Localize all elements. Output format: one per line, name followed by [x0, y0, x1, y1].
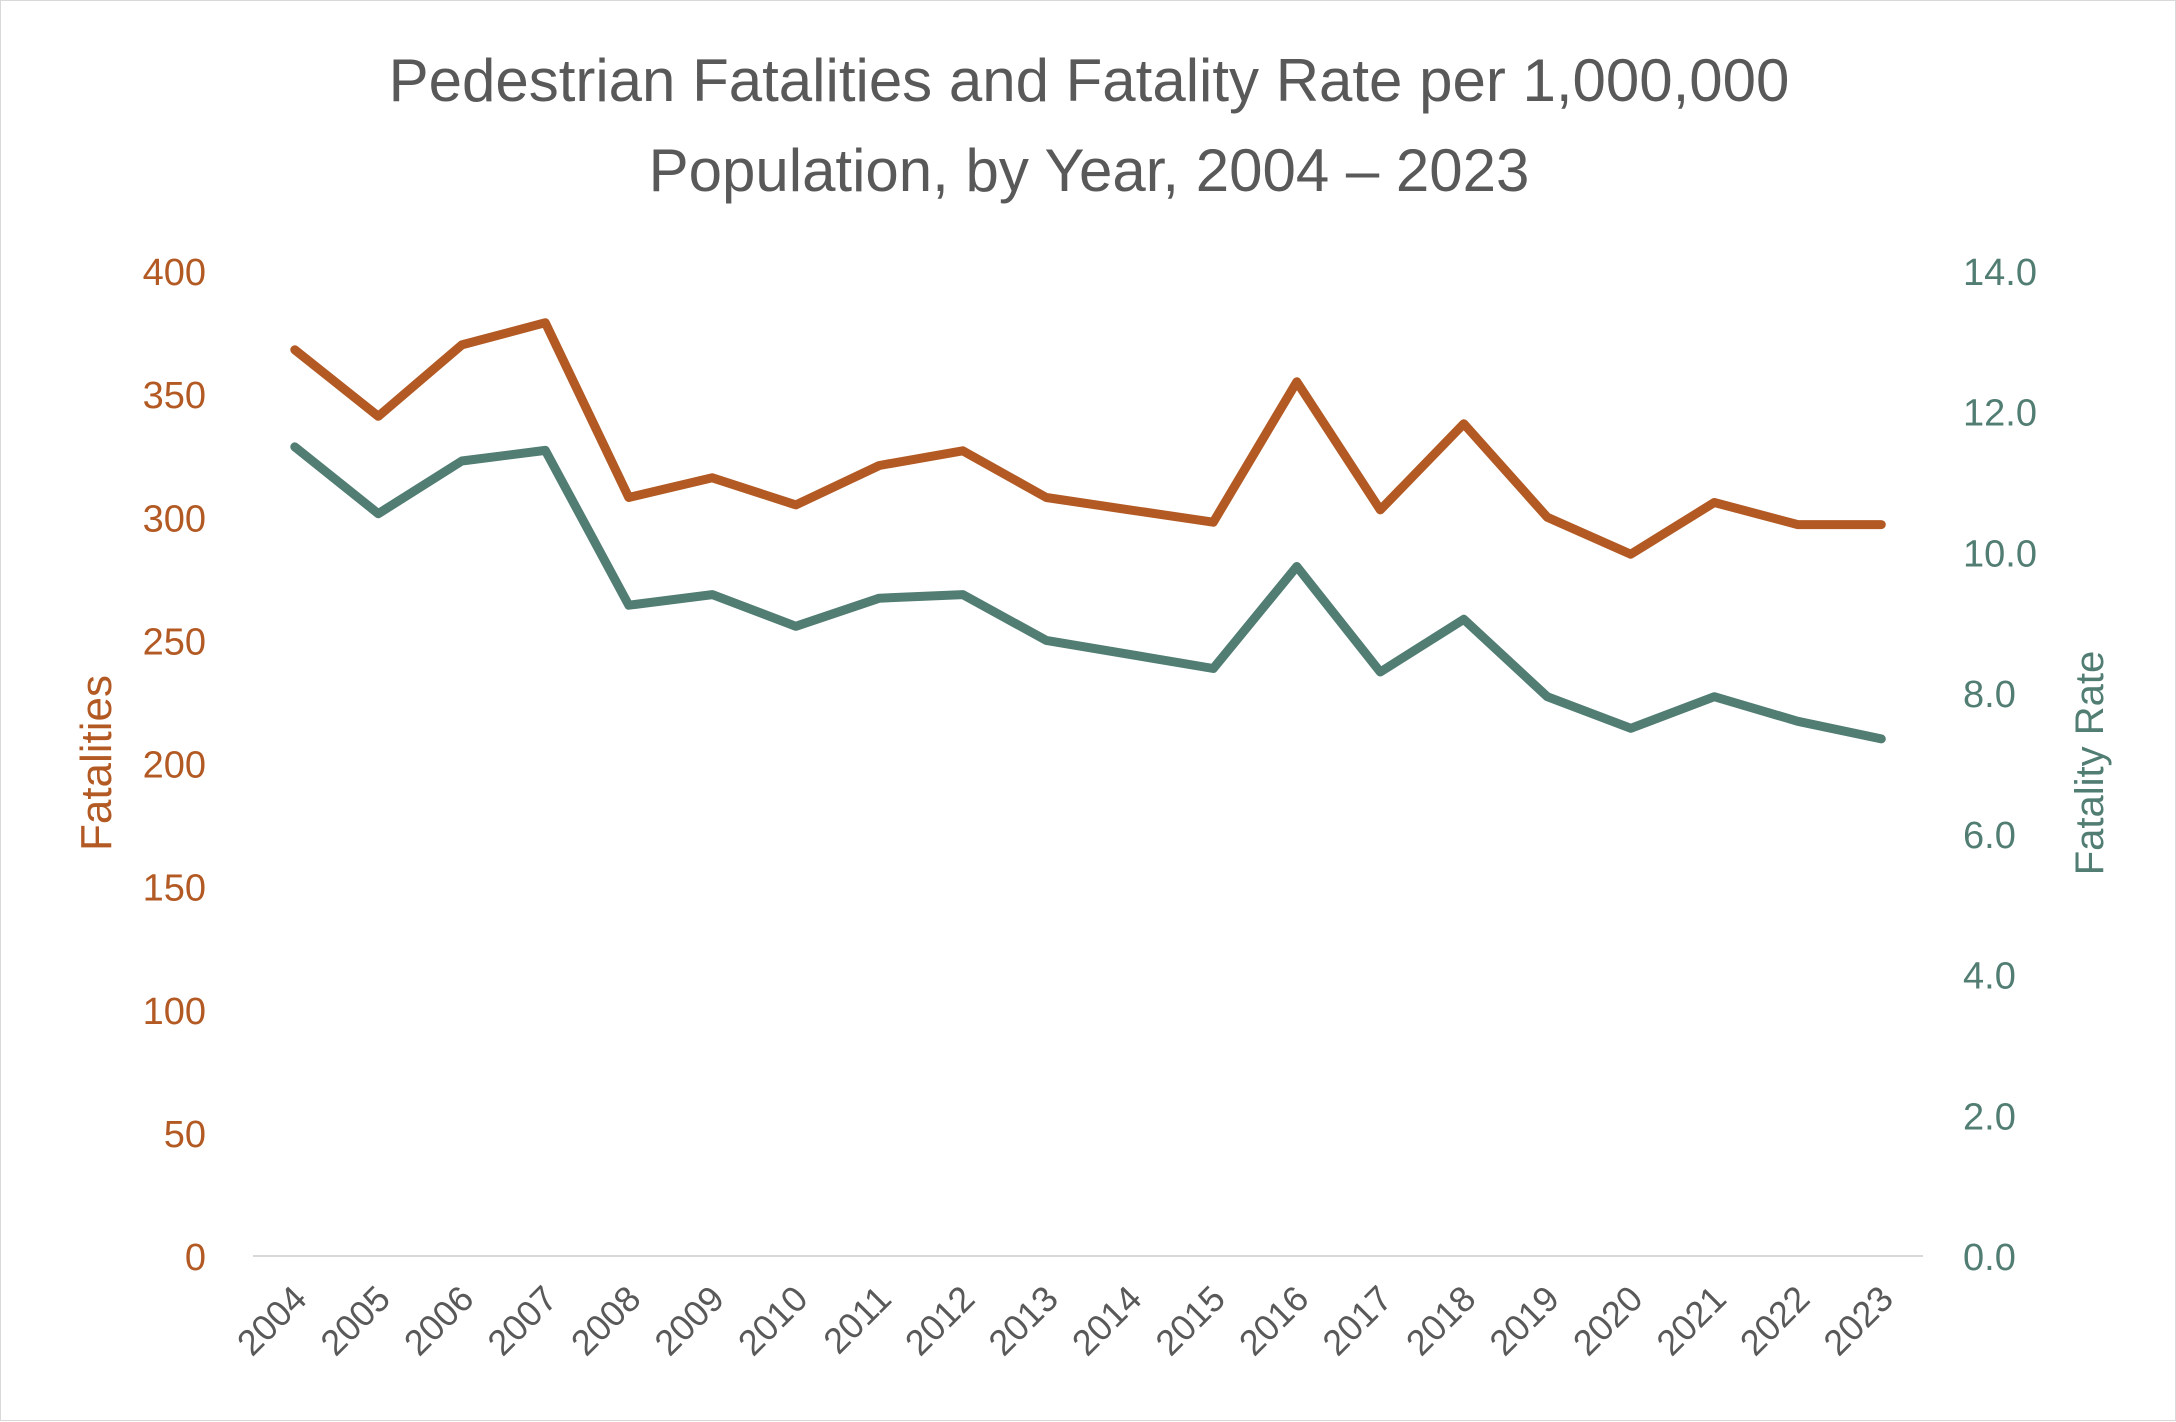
x-tick-label: 2022	[1732, 1278, 1818, 1364]
chart-title-line-2: Population, by Year, 2004 – 2023	[649, 137, 1530, 204]
x-tick-label: 2010	[730, 1278, 816, 1364]
left-axis-label: Fatalities	[72, 675, 121, 851]
series-line-fatality-rate	[295, 447, 1882, 739]
right-tick-label: 8.0	[1963, 674, 2016, 716]
right-axis-label: Fatality Rate	[2068, 651, 2112, 876]
x-tick-label: 2007	[479, 1278, 565, 1364]
x-tick-label: 2017	[1314, 1278, 1400, 1364]
left-tick-label: 150	[143, 868, 206, 910]
x-tick-label: 2023	[1815, 1278, 1901, 1364]
right-tick-label: 10.0	[1963, 533, 2037, 575]
x-tick-label: 2020	[1565, 1278, 1651, 1364]
x-tick-label: 2012	[897, 1278, 983, 1364]
x-tick-label: 2011	[815, 1278, 899, 1362]
right-tick-label: 4.0	[1963, 956, 2016, 998]
x-tick-label: 2014	[1064, 1278, 1150, 1364]
left-tick-label: 200	[143, 745, 206, 787]
left-tick-label: 0	[185, 1237, 206, 1279]
x-tick-label: 2016	[1231, 1278, 1317, 1364]
x-tick-label: 2005	[312, 1278, 398, 1364]
series-group	[295, 323, 1882, 739]
left-tick-label: 250	[143, 621, 206, 663]
left-axis-ticks: 0 50 100 150 200 250 300 350 400	[143, 252, 206, 1279]
x-tick-label: 2004	[229, 1278, 315, 1364]
chart-title-line-1: Pedestrian Fatalities and Fatality Rate …	[389, 47, 1790, 114]
left-tick-label: 50	[164, 1114, 206, 1156]
series-line-fatalities	[295, 323, 1882, 555]
left-tick-label: 400	[143, 252, 206, 294]
x-tick-label: 2021	[1648, 1278, 1734, 1364]
left-tick-label: 350	[143, 375, 206, 417]
x-tick-label: 2015	[1147, 1278, 1233, 1364]
x-tick-label: 2018	[1398, 1278, 1484, 1364]
x-tick-label: 2009	[646, 1278, 732, 1364]
x-tick-label: 2013	[980, 1278, 1066, 1364]
right-tick-label: 14.0	[1963, 252, 2037, 294]
x-tick-label: 2008	[563, 1278, 649, 1364]
x-tick-label: 2019	[1481, 1278, 1567, 1364]
right-tick-label: 2.0	[1963, 1096, 2016, 1138]
right-tick-label: 12.0	[1963, 393, 2037, 435]
right-tick-label: 6.0	[1963, 815, 2016, 857]
right-tick-label: 0.0	[1963, 1237, 2016, 1279]
x-tick-label: 2006	[396, 1278, 482, 1364]
left-tick-label: 100	[143, 991, 206, 1033]
left-tick-label: 300	[143, 498, 206, 540]
right-axis-ticks: 0.0 2.0 4.0 6.0 8.0 10.0 12.0 14.0	[1963, 252, 2037, 1279]
